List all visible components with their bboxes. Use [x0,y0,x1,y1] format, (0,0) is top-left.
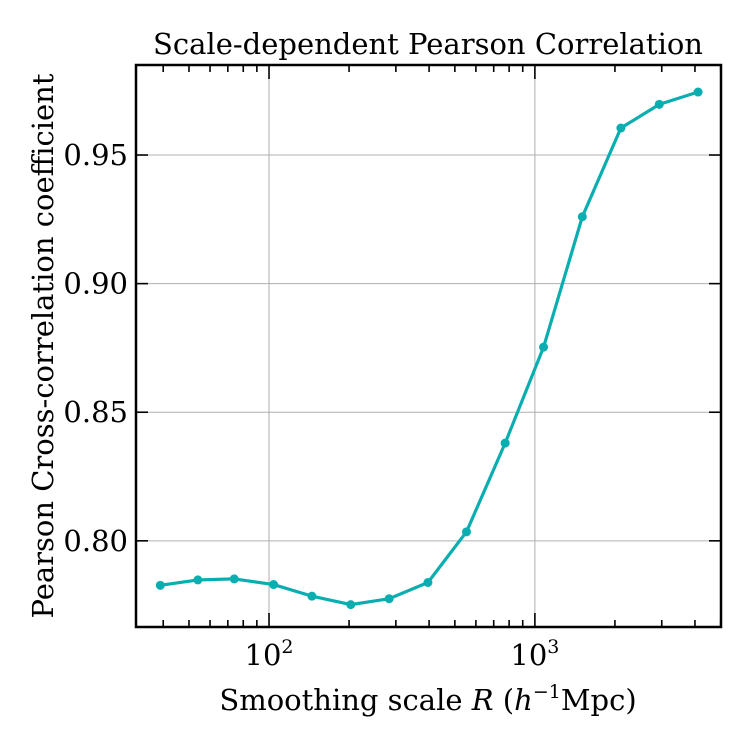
plot-frame [134,63,723,629]
data-point [654,99,664,109]
axis-ticks [136,65,722,627]
data-point [269,580,279,590]
grid-lines [136,65,721,627]
series-line [160,90,699,607]
data-point [461,527,471,537]
x-axis-label: Smoothing scale R (h−1Mpc) [219,681,636,717]
data-point [307,591,317,601]
data-point [693,87,703,97]
data-point [346,600,356,610]
data-point [423,578,433,588]
data-point [384,594,394,604]
data-point [193,575,203,585]
data-point [539,342,549,352]
x-tick-label: 103 [510,636,559,672]
y-tick-label: 0.95 [63,138,128,172]
data-point [500,438,510,448]
data-series [155,87,703,610]
data-point [577,212,587,222]
x-tick-labels: 102 103 [245,636,560,672]
y-tick-labels: 0.80 0.85 0.90 0.95 [63,138,128,558]
data-point [616,123,626,133]
data-point [229,574,239,584]
y-tick-label: 0.90 [63,267,128,301]
chart-title: Scale-dependent Pearson Correlation [153,27,703,61]
x-tick-label: 102 [245,636,294,672]
y-tick-label: 0.85 [63,395,128,429]
y-tick-label: 0.80 [63,524,128,558]
y-axis-label: Pearson Cross-correlation coefficient [26,73,60,618]
data-point [155,580,165,590]
